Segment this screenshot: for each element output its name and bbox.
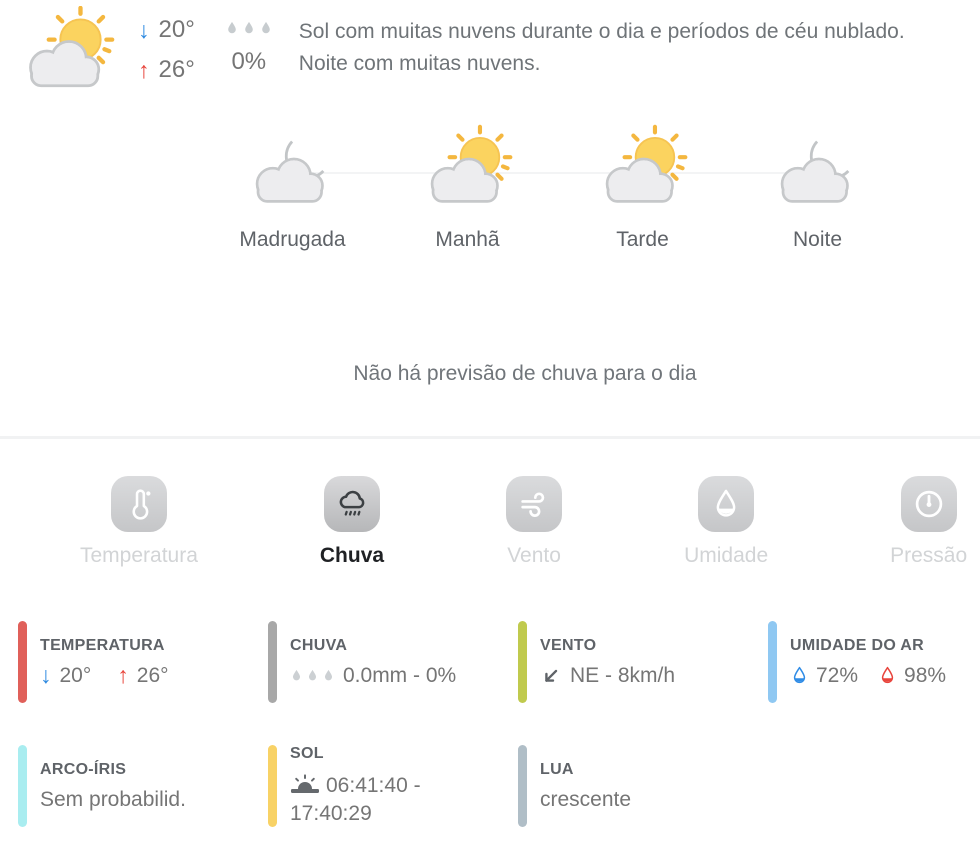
card-arco-iris: ARCO-ÍRIS Sem probabilid. — [18, 740, 268, 832]
period-label: Noite — [792, 228, 843, 251]
wind-icon[interactable] — [506, 476, 563, 532]
precip-chance: 0% — [231, 48, 267, 75]
section-divider — [0, 436, 980, 439]
period-connector-line — [295, 172, 825, 174]
temp-low-row: ↓ 20° — [138, 16, 195, 44]
sun-cloud-icon — [422, 124, 514, 218]
wind-direction-arrow-icon — [540, 665, 562, 687]
humidity-low: 72% — [816, 663, 859, 687]
card-value: 06:41:40 - 17:40:29 — [290, 772, 502, 828]
period-label: Tarde — [616, 228, 669, 251]
temp-high-row: ↑ 26° — [138, 56, 195, 84]
card-title: SOL — [290, 744, 324, 762]
card-umidade: UMIDADE DO AR 72% 98% — [768, 616, 980, 708]
thermometer-icon[interactable] — [110, 476, 167, 532]
card-value: Sem probabilid. — [40, 788, 186, 812]
wind-value: NE - 8km/h — [570, 663, 676, 687]
temp-range: ↓ 20° ↑ 26° — [138, 16, 195, 102]
gauge-icon[interactable] — [900, 476, 957, 532]
red-droplet-icon — [878, 665, 897, 686]
card-title: TEMPERATURA — [40, 636, 165, 654]
arrow-down-icon: ↓ — [138, 16, 150, 43]
accent-bar — [518, 621, 527, 703]
tab-label[interactable]: Temperatura — [80, 544, 198, 567]
card-vento: VENTO NE - 8km/h — [518, 616, 768, 708]
precip-summary: 0% — [225, 20, 273, 102]
moon-cloud-icon — [247, 124, 339, 218]
moon-cloud-icon — [772, 124, 864, 218]
sun-behind-cloud-icon — [14, 6, 122, 102]
blue-droplet-icon — [790, 665, 809, 686]
tab-vento[interactable]: Vento — [506, 476, 563, 568]
card-value: NE - 8km/h — [540, 664, 675, 688]
card-sol: SOL 06:41:40 - 17:40:29 — [268, 740, 518, 832]
temp-low: 20° — [59, 663, 92, 687]
accent-bar — [768, 621, 777, 703]
tab-label[interactable]: Vento — [507, 544, 561, 567]
tab-label[interactable]: Umidade — [684, 544, 769, 567]
card-title: CHUVA — [290, 636, 348, 654]
temp-high: 26° — [136, 663, 169, 687]
period-manha: Manhã — [380, 124, 555, 252]
rain-drops-icon — [225, 20, 273, 36]
current-conditions: ↓ 20° ↑ 26° 0% Sol com muitas nuvens dur… — [14, 6, 949, 102]
period-tarde: Tarde — [555, 124, 730, 252]
stat-cards: TEMPERATURA ↓ 20° ↑ 26° CHUVA — [18, 616, 980, 832]
accent-bar — [268, 745, 277, 827]
sunrise-icon — [290, 774, 320, 796]
accent-bar — [518, 745, 527, 827]
tab-chuva[interactable]: Chuva — [320, 476, 384, 568]
period-label: Madrugada — [239, 228, 346, 251]
period-label: Manhã — [435, 228, 500, 251]
temp-high: 26° — [158, 56, 195, 83]
tab-temperatura[interactable]: Temperatura — [80, 476, 198, 568]
card-value: 72% 98% — [790, 664, 946, 688]
period-noite: Noite — [730, 124, 905, 252]
rainbow-probability: Sem probabilid. — [40, 787, 186, 811]
rain-drops-icon — [290, 668, 335, 683]
accent-bar — [18, 745, 27, 827]
humidity-high: 98% — [904, 663, 947, 687]
forecast-description: Sol com muitas nuvens durante o dia e pe… — [298, 20, 905, 75]
rain-amount: 0.0mm - 0% — [343, 663, 457, 687]
card-chuva: CHUVA 0.0mm - 0% — [268, 616, 518, 708]
accent-bar — [268, 621, 277, 703]
temp-low: 20° — [158, 16, 195, 43]
card-value: crescente — [540, 788, 631, 812]
arrow-up-icon: ↑ — [117, 662, 129, 688]
rain-cloud-icon[interactable] — [323, 476, 380, 532]
sun-times: 06:41:40 - 17:40:29 — [290, 773, 421, 825]
card-title: LUA — [540, 760, 574, 778]
tab-pressao[interactable]: Pressão — [890, 476, 967, 568]
sun-cloud-icon — [597, 124, 689, 218]
droplet-icon[interactable] — [698, 476, 755, 532]
card-temperatura: TEMPERATURA ↓ 20° ↑ 26° — [18, 616, 268, 708]
card-value: 0.0mm - 0% — [290, 664, 456, 688]
arrow-down-icon: ↓ — [40, 662, 52, 688]
metric-tabs: Temperatura Chuva Vento Umidade Pressão — [0, 476, 980, 568]
rain-forecast-message: Não há previsão de chuva para o dia — [353, 362, 697, 385]
tab-label[interactable]: Chuva — [319, 544, 385, 567]
tab-umidade[interactable]: Umidade — [684, 476, 768, 568]
accent-bar — [18, 621, 27, 703]
moon-phase: crescente — [540, 787, 632, 811]
day-periods: Madrugada Manhã Tarde Noite — [205, 124, 905, 252]
card-title: ARCO-ÍRIS — [40, 760, 127, 778]
card-title: VENTO — [540, 636, 597, 654]
card-lua: LUA crescente — [518, 740, 768, 832]
arrow-up-icon: ↑ — [138, 56, 150, 83]
tab-label[interactable]: Pressão — [890, 544, 968, 567]
card-value: ↓ 20° ↑ 26° — [40, 664, 169, 688]
card-title: UMIDADE DO AR — [790, 636, 924, 654]
period-madrugada: Madrugada — [205, 124, 380, 252]
